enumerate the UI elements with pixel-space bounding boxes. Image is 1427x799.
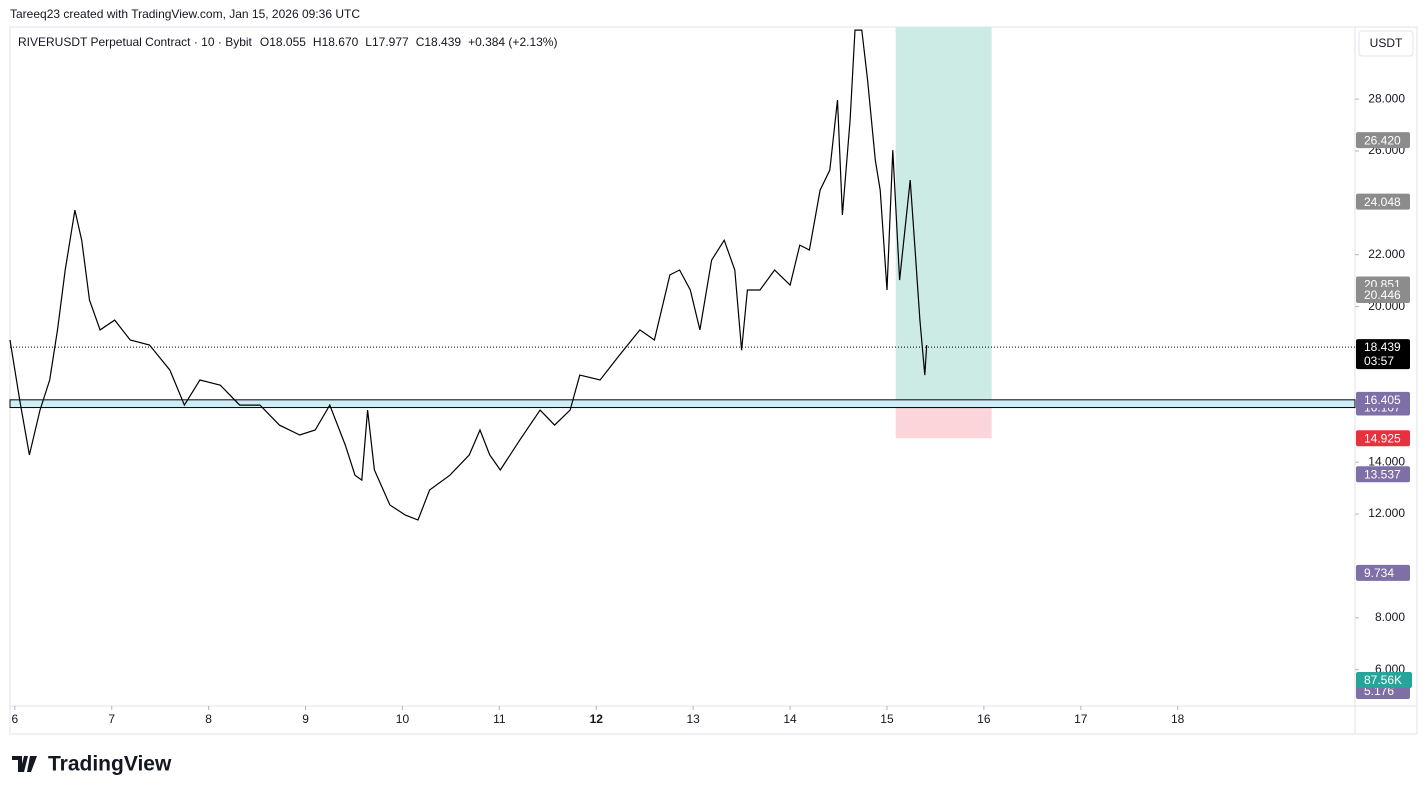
price-tag (1356, 391, 1410, 408)
countdown: 03:57 (1364, 354, 1394, 368)
zone (9, 399, 1356, 409)
header: Tareeq23 created with TradingView.com, J… (10, 7, 360, 21)
volume-tag-label: 87.56K (1364, 673, 1402, 687)
frame (9, 26, 1418, 735)
ohlc-value: L17.977 (365, 35, 409, 49)
x-tick-label: 7 (108, 712, 115, 726)
currency[interactable]: USDT (1370, 36, 1403, 50)
price-tag-label: 20.446 (1364, 288, 1401, 302)
x-tick-label: 15 (880, 712, 894, 726)
ohlc-value: O18.055 (260, 35, 306, 49)
volume-tag (1356, 672, 1412, 688)
price-tag (1356, 564, 1410, 581)
logo: TradingView (12, 753, 172, 776)
y-tick-label: 28.000 (1368, 91, 1405, 105)
plot (9, 27, 1356, 521)
last-price-label: 18.439 (1364, 340, 1401, 354)
price-tag-label: 14.925 (1364, 431, 1401, 445)
y-tick-label: 12.000 (1368, 506, 1405, 520)
x-tick-label: 6 (12, 712, 19, 726)
price-tag (1356, 466, 1410, 483)
x-tick-label: 16 (977, 712, 991, 726)
currency-button[interactable] (1358, 30, 1414, 57)
price-tag-label: 24.048 (1364, 195, 1401, 209)
legend: RIVERUSDT Perpetual Contract · 10 · Bybi… (14, 32, 574, 52)
legend-bg (14, 32, 574, 52)
x-tick-label: 18 (1171, 712, 1185, 726)
price-line (9, 29, 928, 521)
y-tick-label: 14.000 (1368, 454, 1405, 468)
price-tag (1356, 193, 1410, 210)
last-price-tag (1356, 339, 1410, 370)
x-tick-label: 8 (205, 712, 212, 726)
x-tick-label: 10 (396, 712, 410, 726)
x-tick-label: 14 (783, 712, 797, 726)
price-tag-label: 26.420 (1364, 133, 1401, 147)
logo-icon (12, 756, 37, 772)
price-tag-label: 9.734 (1364, 566, 1394, 580)
x-tick-label: 13 (686, 712, 700, 726)
ohlc-value: +0.384 (+2.13%) (468, 35, 557, 49)
x-tick-label: 17 (1074, 712, 1088, 726)
price-tag (1356, 132, 1410, 149)
price-tag-label: 16.405 (1364, 393, 1401, 407)
position-profit (895, 27, 992, 400)
price-tag-label: 13.537 (1364, 467, 1401, 481)
x-tick-label: 12 (590, 712, 604, 726)
x-tick-label: 9 (302, 712, 309, 726)
x-tick-label: 11 (493, 712, 506, 726)
y-tick-label: 8.000 (1375, 610, 1405, 624)
price-tag (1356, 430, 1410, 447)
y-tick-label: 22.000 (1368, 247, 1405, 261)
ohlc-value: C18.439 (416, 35, 462, 49)
symbol: RIVERUSDT Perpetual Contract · 10 · Bybi… (18, 35, 253, 49)
ohlc-value: H18.670 (313, 35, 359, 49)
brand: TradingView (48, 753, 172, 776)
price-tag (1356, 287, 1410, 304)
